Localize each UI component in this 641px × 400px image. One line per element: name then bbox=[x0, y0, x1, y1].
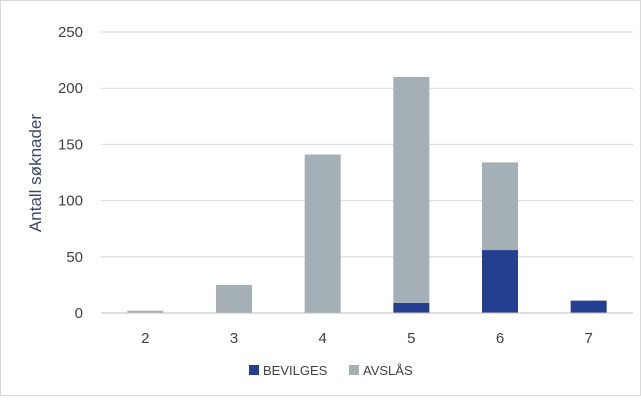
y-tick-label: 200 bbox=[58, 80, 83, 97]
x-tick-label: 3 bbox=[230, 330, 238, 347]
bar-bevilges-5 bbox=[393, 302, 430, 313]
y-tick-label: 100 bbox=[58, 193, 83, 210]
y-axis-label: Antall søknader bbox=[26, 114, 45, 232]
legend: BEVILGES AVSLÅS bbox=[249, 363, 413, 378]
x-tick-label: 6 bbox=[496, 330, 504, 347]
y-tick-label: 50 bbox=[66, 249, 83, 266]
bar-bevilges-6 bbox=[482, 250, 518, 313]
bar-avslås-4 bbox=[304, 154, 341, 313]
x-tick-label: 5 bbox=[407, 330, 415, 347]
axes: 0 50 100 150 200 250 2 3 4 5 6 7 bbox=[58, 24, 633, 347]
legend-swatch-bevilges bbox=[249, 365, 259, 375]
bar-avslås-2 bbox=[127, 310, 164, 313]
y-tick-label: 0 bbox=[75, 305, 83, 322]
bar-bevilges-7 bbox=[570, 300, 607, 313]
x-tick-label: 4 bbox=[318, 330, 326, 347]
y-tick-label: 250 bbox=[58, 24, 83, 41]
legend-swatch-avslås bbox=[349, 365, 359, 375]
y-tick-label: 150 bbox=[58, 136, 83, 153]
bars bbox=[127, 76, 607, 313]
x-tick-label: 7 bbox=[584, 330, 592, 347]
x-tick-label: 2 bbox=[141, 330, 149, 347]
legend-label: BEVILGES bbox=[263, 363, 328, 378]
gridlines bbox=[101, 31, 633, 258]
bar-avslås-3 bbox=[216, 284, 252, 313]
bar-avslås-6 bbox=[482, 162, 518, 251]
bar-avslås-5 bbox=[393, 76, 430, 303]
legend-label: AVSLÅS bbox=[363, 363, 413, 378]
